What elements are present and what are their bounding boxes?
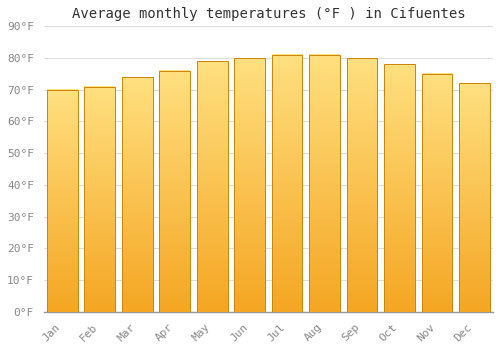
Bar <box>309 55 340 312</box>
Bar <box>234 58 265 312</box>
Title: Average monthly temperatures (°F ) in Cifuentes: Average monthly temperatures (°F ) in Ci… <box>72 7 465 21</box>
Bar <box>160 71 190 312</box>
Bar <box>197 61 228 312</box>
Bar <box>122 77 152 312</box>
Bar <box>459 83 490 312</box>
Bar <box>384 64 415 312</box>
Bar <box>422 74 452 312</box>
Bar <box>346 58 378 312</box>
Bar <box>272 55 302 312</box>
Bar <box>47 90 78 312</box>
Bar <box>84 86 115 312</box>
